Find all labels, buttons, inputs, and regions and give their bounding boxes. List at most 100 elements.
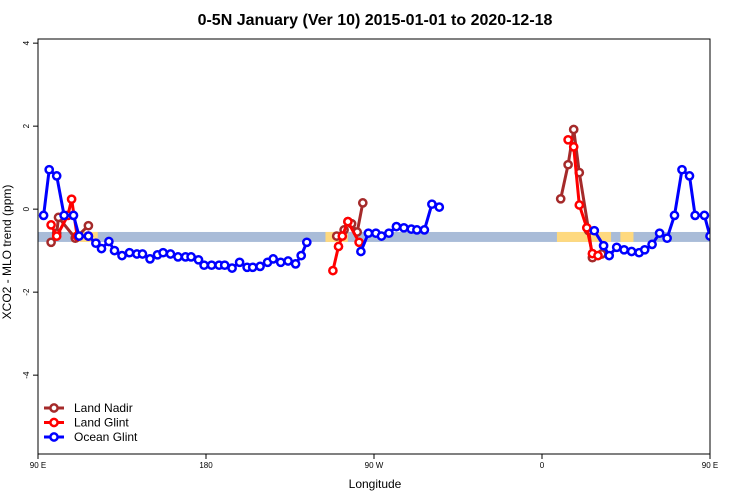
land-glint-point-2-2: [574, 200, 585, 210]
ocean-glint-point-1-11: [434, 202, 445, 212]
land-glint-point-1-3: [343, 216, 353, 227]
ocean-glint-point-0-5: [74, 231, 84, 241]
land-glint-point-2-3: [581, 222, 592, 233]
ocean-glint-point-2-16: [705, 231, 710, 241]
ocean-glint-point-2-12: [677, 164, 687, 175]
y-tick-label-0: -4: [22, 371, 31, 379]
ocean-glint-point-2-1: [598, 240, 609, 251]
ocean-glint-point-2-21: [742, 247, 749, 254]
ocean-glint-point-1-6: [399, 222, 409, 233]
ocean-glint-point-0-27: [227, 263, 237, 273]
ocean-glint-point-1-8: [412, 225, 422, 235]
plot-frame: [37, 38, 711, 455]
ocean-glint-point-2-18: [721, 240, 728, 247]
ocean-glint-point-1-5: [391, 221, 402, 232]
x-tick-label-4: 90 E: [702, 461, 718, 470]
ocean-glint-point-2-2: [604, 250, 615, 261]
land-glint-point-2-0: [563, 134, 573, 145]
land-glint-point-2-5: [593, 250, 603, 261]
ocean-glint-point-0-3: [59, 210, 69, 221]
land-glint-point-1-0: [328, 265, 338, 276]
ocean-glint-point-2-10: [662, 233, 672, 244]
ocean-glint-point-0-2: [51, 171, 62, 181]
land-glint-point-2-1: [568, 142, 579, 152]
ocean-glint-point-2-5: [626, 246, 637, 257]
land-nadir-point-1-5: [357, 198, 368, 208]
ocean-glint-point-0-26: [219, 260, 230, 271]
ocean-glint-point-0-10: [109, 245, 120, 256]
ocean-glint-point-0-17: [158, 247, 168, 258]
ocean-glint-point-2-14: [690, 210, 700, 221]
land-glint-line-3: [723, 199, 750, 238]
ocean-glint-point-2-19: [729, 245, 736, 252]
ocean-glint-point-2-0: [589, 225, 600, 236]
land-band-2: [556, 231, 612, 242]
y-tick-label-3: 2: [22, 123, 31, 128]
land-nadir-line-3: [723, 217, 750, 242]
ocean-glint-point-1-10: [427, 199, 437, 210]
ocean-glint-point-0-37: [296, 250, 307, 261]
ocean-glint-point-2-8: [647, 239, 657, 250]
legend-marker-land-glint: [49, 417, 59, 428]
land-nadir-point-2-0: [555, 193, 566, 204]
ocean-glint-point-0-15: [145, 254, 155, 264]
x-tick-label-1: 180: [199, 461, 213, 470]
ocean-glint-point-2-4: [619, 244, 629, 255]
legend-marker-land-nadir: [49, 403, 59, 413]
land-nadir-point-3-1: [727, 214, 734, 221]
plot-content: [38, 124, 750, 276]
land-glint-point-3-0: [720, 221, 727, 228]
legend-label-land-glint: Land Glint: [74, 416, 129, 430]
ocean-glint-point-0-33: [268, 254, 279, 264]
ocean-glint-point-0-11: [117, 250, 127, 261]
ocean-glint-point-0-18: [165, 249, 176, 259]
ocean-glint-point-0-28: [234, 257, 245, 268]
y-tick-label-1: -2: [22, 288, 31, 296]
land-glint-point-3-1: [725, 233, 732, 240]
ocean-glint-point-1-9: [419, 225, 430, 235]
ocean-glint-point-1-3: [376, 231, 387, 241]
ocean-glint-point-0-21: [186, 252, 196, 262]
y-tick-label-4: 4: [22, 40, 31, 45]
land-nadir-point-0-0: [46, 237, 56, 248]
x-tick-label-3: 0: [540, 461, 545, 470]
ocean-glint-point-0-24: [206, 260, 217, 271]
y-tick-label-2: 0: [22, 206, 31, 211]
y-axis-label: XCO2 - MLO trend (ppm): [0, 185, 14, 320]
land-glint-point-0-3: [66, 194, 77, 205]
ocean-glint-point-0-9: [104, 236, 114, 247]
ocean-glint-point-0-34: [275, 257, 286, 268]
land-glint-point-0-0: [46, 220, 56, 230]
ocean-glint-point-2-3: [611, 242, 622, 253]
legend-label-ocean-glint: Ocean Glint: [74, 430, 138, 444]
land-nadir-point-3-0: [720, 239, 727, 246]
land-nadir-point-0-4: [83, 220, 94, 231]
ocean-glint-point-0-7: [91, 238, 101, 249]
ocean-glint-point-1-1: [363, 228, 374, 239]
ocean-glint-point-2-7: [639, 244, 650, 255]
ocean-glint-point-2-13: [684, 171, 695, 181]
x-tick-label-2: 90 W: [365, 461, 384, 470]
ocean-glint-point-0-38: [301, 237, 312, 248]
ocean-glint-point-2-17: [714, 233, 721, 240]
ocean-glint-point-0-35: [283, 256, 293, 266]
ocean-glint-point-0-30: [247, 262, 258, 273]
ocean-glint-point-0-8: [96, 243, 107, 254]
ocean-glint-point-0-19: [173, 252, 183, 262]
land-nadir-point-2-2: [568, 124, 579, 135]
chart-title: 0-5N January (Ver 10) 2015-01-01 to 2020…: [198, 12, 553, 29]
ocean-glint-point-0-6: [83, 231, 94, 241]
land-glint-point-1-1: [333, 241, 344, 252]
ocean-glint-point-0-31: [255, 261, 265, 272]
ocean-glint-point-2-20: [734, 238, 741, 245]
land-nadir-point-2-1: [563, 159, 573, 170]
legend-marker-ocean-glint: [49, 432, 59, 442]
x-axis-label: Longitude: [349, 477, 402, 491]
land-glint-point-1-2: [337, 231, 348, 241]
ocean-glint-point-2-11: [669, 210, 680, 221]
ocean-glint-point-0-4: [68, 210, 79, 221]
land-glint-point-1-4: [354, 237, 364, 248]
ocean-glint-point-0-12: [124, 247, 135, 258]
